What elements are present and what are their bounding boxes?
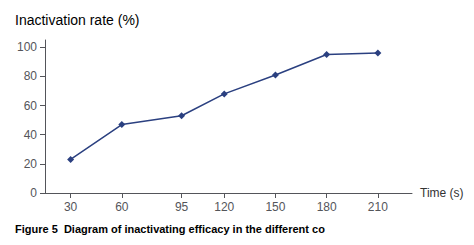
svg-text:40: 40 (24, 128, 38, 142)
svg-text:80: 80 (24, 69, 38, 83)
svg-text:100: 100 (17, 40, 37, 54)
svg-text:30: 30 (64, 200, 78, 214)
svg-text:60: 60 (115, 200, 129, 214)
svg-text:Inactivation rate (%): Inactivation rate (%) (15, 12, 140, 28)
svg-text:20: 20 (24, 157, 38, 171)
svg-text:180: 180 (317, 200, 337, 214)
svg-text:Figure 5 Diagram of inactivat: Figure 5 Diagram of inactivating efficac… (15, 223, 325, 235)
svg-text:150: 150 (265, 200, 285, 214)
svg-text:210: 210 (368, 200, 388, 214)
svg-text:0: 0 (30, 186, 37, 200)
svg-text:Time (s): Time (s) (420, 186, 464, 200)
svg-text:95: 95 (175, 200, 189, 214)
svg-text:120: 120 (214, 200, 234, 214)
svg-text:60: 60 (24, 99, 38, 113)
